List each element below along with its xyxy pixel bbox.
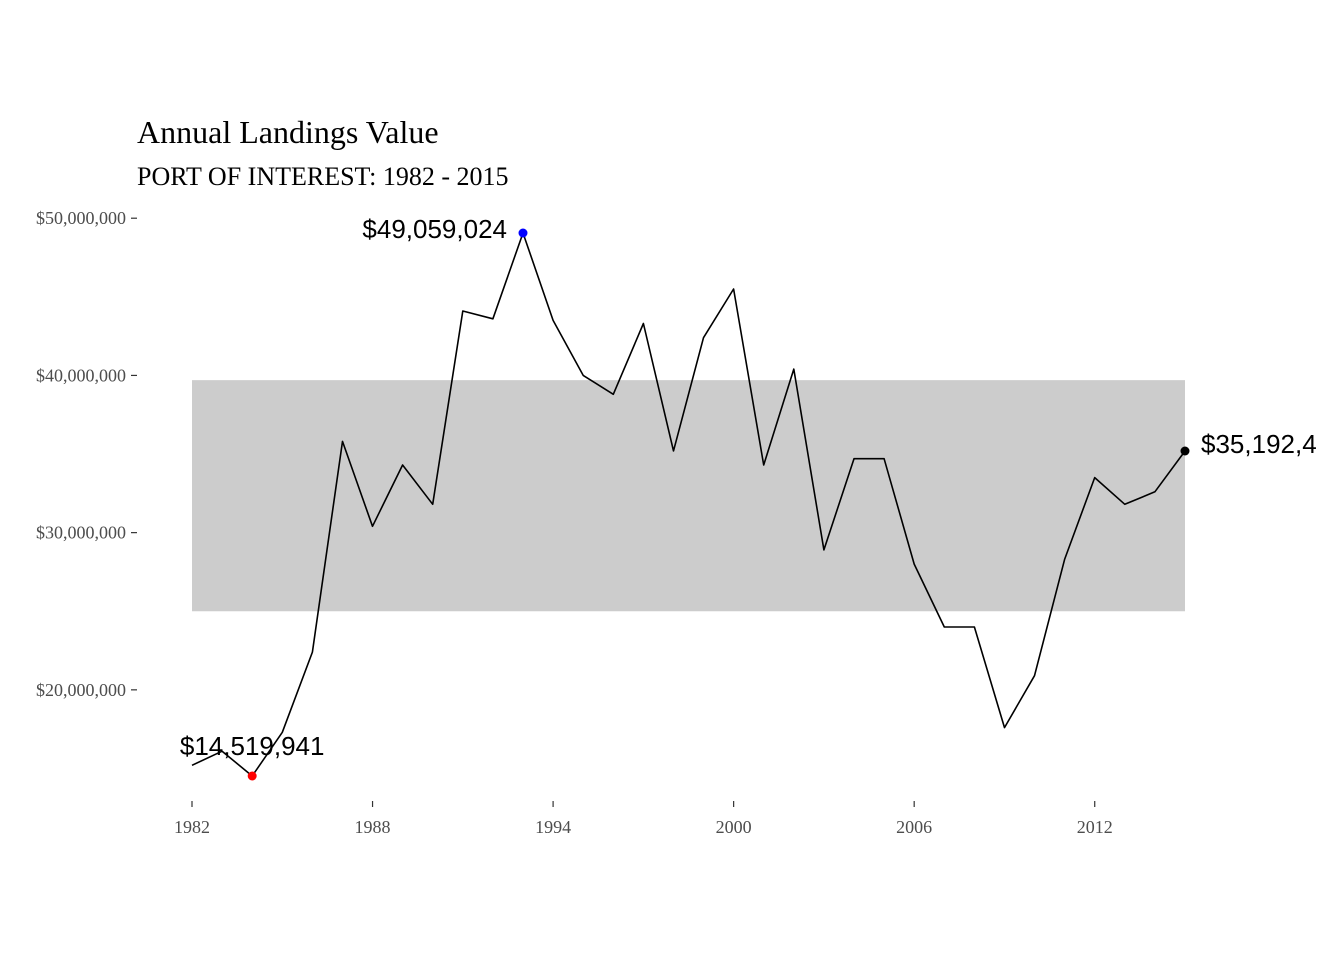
- highlight-point: [518, 228, 528, 238]
- x-axis-tick-label: 1982: [174, 817, 210, 837]
- x-axis-tick-label: 1988: [355, 817, 391, 837]
- highlight-point: [1180, 446, 1190, 456]
- highlight-label: $49,059,024: [362, 214, 507, 244]
- highlight-label: $35,192,4: [1201, 429, 1317, 459]
- x-axis-tick-label: 1994: [535, 817, 571, 837]
- y-axis-tick-label: $30,000,000: [36, 523, 126, 543]
- chart-subtitle: PORT OF INTEREST: 1982 - 2015: [137, 162, 509, 191]
- x-axis-tick-label: 2006: [896, 817, 932, 837]
- reference-band: [192, 380, 1185, 612]
- x-axis-tick-label: 2000: [716, 817, 752, 837]
- y-axis-tick-label: $50,000,000: [36, 208, 126, 228]
- y-axis-tick-label: $40,000,000: [36, 365, 126, 385]
- chart-title: Annual Landings Value: [137, 114, 439, 150]
- highlight-point: [247, 771, 257, 781]
- series-line: [191, 232, 1186, 777]
- x-axis-tick-label: 2012: [1077, 817, 1113, 837]
- highlight-label: $14,519,941: [180, 731, 325, 761]
- y-axis-tick-label: $20,000,000: [36, 680, 126, 700]
